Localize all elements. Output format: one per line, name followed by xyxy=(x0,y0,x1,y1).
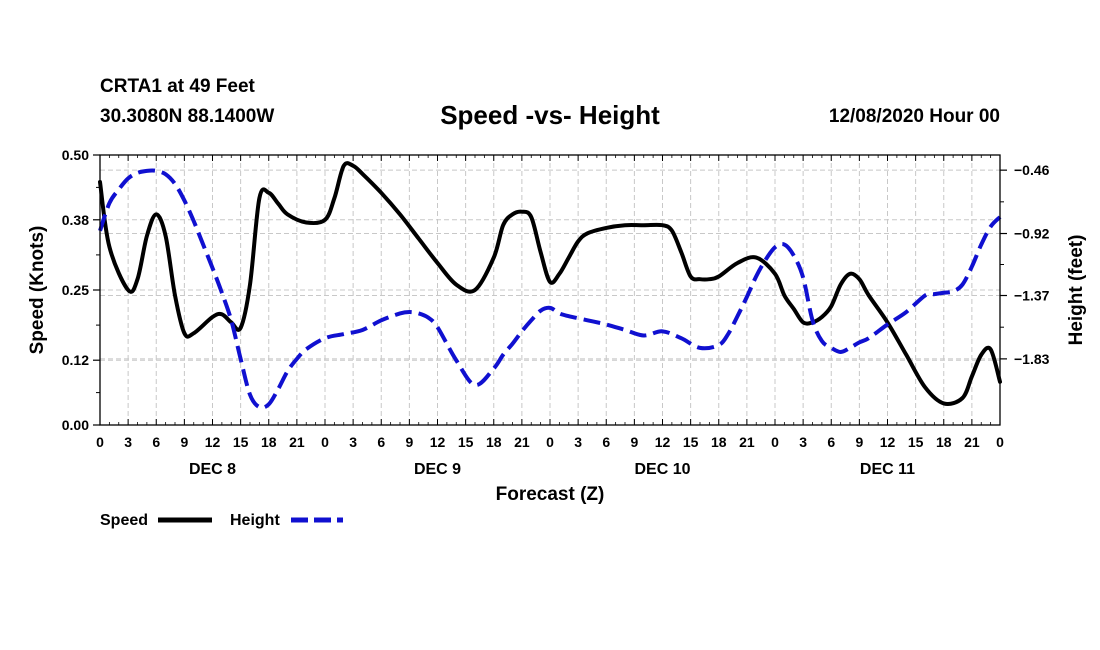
y2-axis-label: Height (feet) xyxy=(1066,235,1087,346)
day-label: DEC 10 xyxy=(634,461,690,478)
y-tick-label: 0.50 xyxy=(62,147,89,163)
day-label: DEC 8 xyxy=(189,461,236,478)
x-tick-label: 18 xyxy=(486,434,502,450)
x-tick-label: 9 xyxy=(180,434,188,450)
speed-series-line xyxy=(98,161,1002,406)
x-tick-label: 3 xyxy=(574,434,582,450)
station-label: CRTA1 at 49 Feet xyxy=(100,76,255,97)
x-tick-label: 18 xyxy=(936,434,952,450)
x-tick-label: 12 xyxy=(880,434,896,450)
x-tick-label: 3 xyxy=(799,434,807,450)
x-tick-label: 3 xyxy=(124,434,132,450)
x-axis-label: Forecast (Z) xyxy=(496,484,605,505)
x-tick-label: 0 xyxy=(96,434,104,450)
y2-tick-label: −0.46 xyxy=(1014,162,1050,178)
x-tick-label: 6 xyxy=(827,434,835,450)
y2-tick-label: −1.83 xyxy=(1014,351,1050,367)
x-tick-label: 9 xyxy=(855,434,863,450)
x-tick-label: 0 xyxy=(546,434,554,450)
x-tick-label: 12 xyxy=(655,434,671,450)
x-tick-label: 15 xyxy=(233,434,249,450)
x-tick-label: 21 xyxy=(289,434,305,450)
legend-label-height: Height xyxy=(230,512,280,529)
x-tick-label: 0 xyxy=(771,434,779,450)
x-tick-label: 0 xyxy=(321,434,329,450)
x-tick-label: 18 xyxy=(261,434,277,450)
series-lines xyxy=(98,161,1002,410)
day-label: DEC 9 xyxy=(414,461,461,478)
y-tick-label: 0.12 xyxy=(62,352,89,368)
x-tick-label: 6 xyxy=(152,434,160,450)
x-tick-label: 3 xyxy=(349,434,357,450)
x-tick-label: 15 xyxy=(458,434,474,450)
y-tick-label: 0.38 xyxy=(62,212,89,228)
x-tick-label: 21 xyxy=(514,434,530,450)
y2-tick-label: −0.92 xyxy=(1014,226,1050,242)
chart-title: Speed -vs- Height xyxy=(440,100,660,130)
y-tick-label: 0.25 xyxy=(62,282,89,298)
day-label: DEC 11 xyxy=(860,461,915,478)
x-tick-label: 12 xyxy=(205,434,221,450)
x-tick-label: 15 xyxy=(908,434,924,450)
valid-time-label: 12/08/2020 Hour 00 xyxy=(828,106,1000,127)
x-tick-label: 21 xyxy=(964,434,980,450)
height-series-line xyxy=(98,168,1002,410)
legend: Speed Height xyxy=(100,512,343,529)
x-tick-label: 6 xyxy=(377,434,385,450)
x-tick-label: 21 xyxy=(739,434,755,450)
x-tick-label: 9 xyxy=(405,434,413,450)
y-axis-label: Speed (Knots) xyxy=(27,226,48,355)
y2-tick-label: −1.37 xyxy=(1014,288,1050,304)
x-tick-label: 15 xyxy=(683,434,699,450)
x-tick-label: 12 xyxy=(430,434,446,450)
x-tick-label: 6 xyxy=(602,434,610,450)
y-tick-label: 0.00 xyxy=(62,417,89,433)
x-tick-label: 18 xyxy=(711,434,727,450)
x-tick-label: 9 xyxy=(630,434,638,450)
coordinates-label: 30.3080N 88.1400W xyxy=(100,106,275,127)
legend-label-speed: Speed xyxy=(100,512,148,529)
axes: 0 3 6 9 12 15 18 21 0 3 6 9 12 15 18 21 0 3 6 9 12 15 18 21 0 3 6 9… xyxy=(62,147,1050,478)
x-tick-label: 0 xyxy=(996,434,1004,450)
